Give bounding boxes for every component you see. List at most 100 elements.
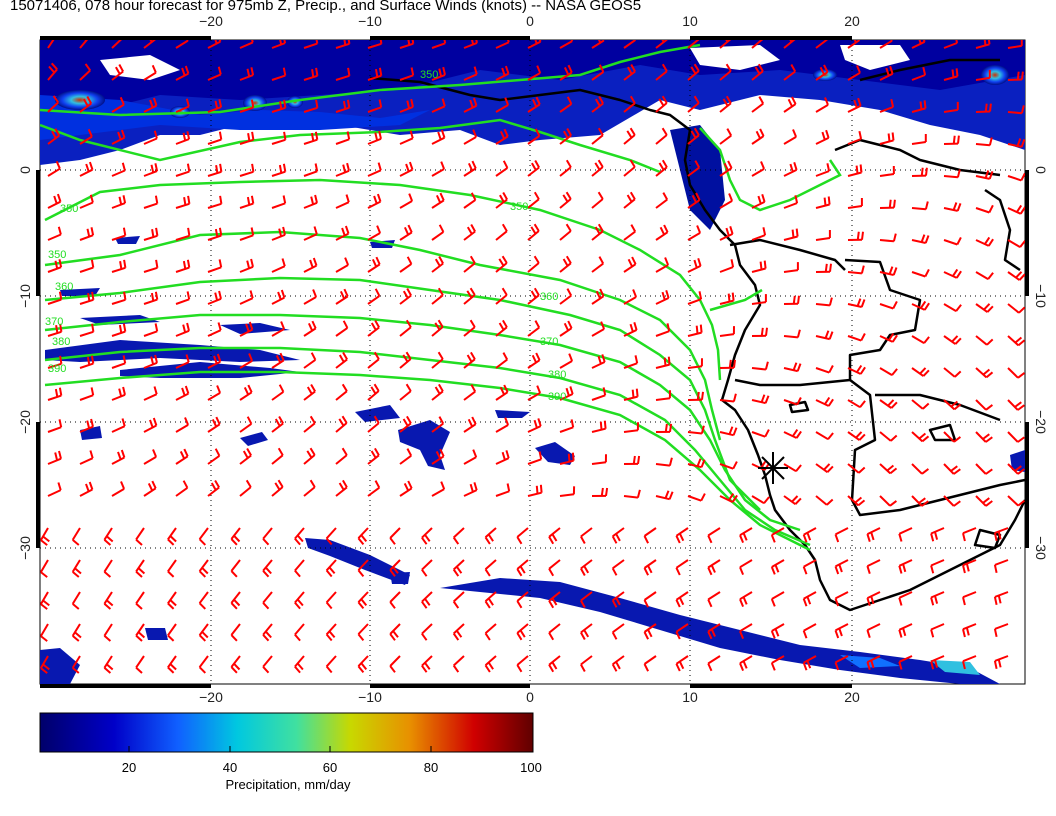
- wind-barb-feather: [250, 99, 255, 108]
- wind-barb: [783, 269, 799, 273]
- wind-barb-feather: [50, 62, 58, 70]
- wind-barb: [911, 367, 924, 377]
- wind-barb: [719, 463, 734, 470]
- wind-barb: [866, 623, 881, 632]
- wind-barb-feather: [52, 95, 60, 103]
- wind-barb: [975, 495, 987, 507]
- wind-barb-feather: [770, 566, 776, 575]
- wind-barb: [239, 486, 252, 497]
- wind-barb-feather: [952, 268, 959, 277]
- wind-barb-feather: [993, 660, 998, 670]
- wind-barb: [111, 202, 126, 209]
- wind-barb: [357, 527, 369, 539]
- wind-barb: [911, 239, 926, 244]
- wind-barb: [335, 42, 350, 49]
- wind-barb-feather: [667, 356, 671, 365]
- wind-barb-feather: [570, 419, 575, 428]
- wind-barb-feather: [962, 532, 966, 542]
- wind-barb-feather: [922, 369, 930, 377]
- wind-barb: [167, 591, 177, 604]
- wind-barb: [687, 199, 701, 209]
- wind-barb-feather: [262, 634, 270, 642]
- wind-barb: [303, 358, 316, 369]
- wind-barb-feather: [473, 66, 478, 75]
- wind-barb: [239, 170, 254, 177]
- wind-barb: [484, 591, 497, 603]
- wind-barb: [111, 393, 126, 401]
- wind-barb-feather: [119, 96, 125, 106]
- wind-barb: [803, 623, 817, 632]
- wind-barb: [962, 591, 977, 599]
- wind-barb-feather: [250, 258, 254, 268]
- wind-barb: [675, 527, 689, 537]
- wind-barb-feather: [233, 599, 241, 607]
- wind-barb-feather: [57, 482, 62, 491]
- lat-label: 0: [17, 166, 33, 174]
- wind-barb: [516, 559, 529, 570]
- wind-barb: [421, 591, 433, 603]
- wind-barb-feather: [571, 452, 575, 461]
- wind-barb: [303, 390, 316, 401]
- wind-barb-feather: [643, 599, 649, 608]
- wind-barb-feather: [918, 432, 927, 440]
- wind-barb: [962, 559, 977, 567]
- wind-barb-feather: [643, 567, 649, 576]
- wind-barb-feather: [438, 416, 445, 425]
- wind-barb-feather: [693, 259, 698, 269]
- wind-barb: [367, 106, 382, 113]
- wind-barb-feather: [759, 261, 763, 270]
- wind-barb: [675, 559, 689, 569]
- wind-barb-feather: [343, 40, 347, 46]
- wind-barb-feather: [695, 192, 701, 201]
- wind-barb-feather: [294, 569, 301, 578]
- wind-barb-feather: [920, 234, 926, 243]
- wind-barb-feather: [890, 434, 898, 442]
- wind-barb: [207, 423, 221, 433]
- wind-barb-feather: [58, 259, 63, 268]
- wind-barb: [707, 655, 721, 665]
- wind-barb-feather: [664, 490, 670, 499]
- wind-barb-feather: [338, 418, 345, 427]
- wind-barb-feather: [185, 354, 190, 363]
- wind-barb: [527, 166, 540, 177]
- wind-barb: [643, 591, 657, 601]
- wind-barb-feather: [198, 634, 207, 642]
- wind-barb-feather: [919, 367, 927, 375]
- wind-barb-feather: [338, 482, 345, 491]
- wind-barb: [975, 399, 987, 411]
- wind-barb: [707, 559, 721, 569]
- wind-barb-feather: [424, 598, 431, 606]
- wind-barb-feather: [951, 69, 955, 78]
- wind-barb: [47, 167, 61, 177]
- wind-barb-feather: [987, 238, 994, 247]
- wind-barb: [687, 463, 702, 469]
- wind-barb-feather: [605, 487, 609, 497]
- wind-barb-feather: [594, 162, 601, 171]
- wind-barb-feather: [198, 570, 207, 578]
- wind-barb: [719, 70, 732, 81]
- wind-barb-feather: [106, 663, 114, 671]
- wind-barb-feather: [951, 335, 959, 343]
- wind-barb: [803, 527, 817, 536]
- wind-barb-feather: [762, 227, 767, 236]
- wind-barb: [175, 40, 189, 49]
- wind-barb-feather: [1017, 372, 1025, 379]
- wind-barb: [207, 297, 222, 305]
- wind-barb-feather: [603, 420, 607, 429]
- wind-barb-feather: [791, 229, 795, 238]
- wind-barb: [771, 559, 785, 568]
- wind-barb-feather: [516, 536, 523, 545]
- wind-barb-feather: [857, 97, 862, 107]
- wind-barb: [783, 235, 798, 241]
- wind-barb-feather: [934, 659, 939, 668]
- wind-barb-feather: [930, 629, 935, 638]
- wind-barb: [527, 294, 540, 305]
- wind-barb-feather: [265, 630, 272, 639]
- wind-barb-feather: [504, 417, 510, 426]
- wind-barb-feather: [826, 163, 831, 172]
- wind-barb-feather: [103, 667, 112, 674]
- wind-barb: [783, 495, 796, 506]
- wind-barb: [943, 399, 956, 411]
- wind-barb-feather: [728, 426, 734, 435]
- wind-barb-feather: [983, 303, 991, 311]
